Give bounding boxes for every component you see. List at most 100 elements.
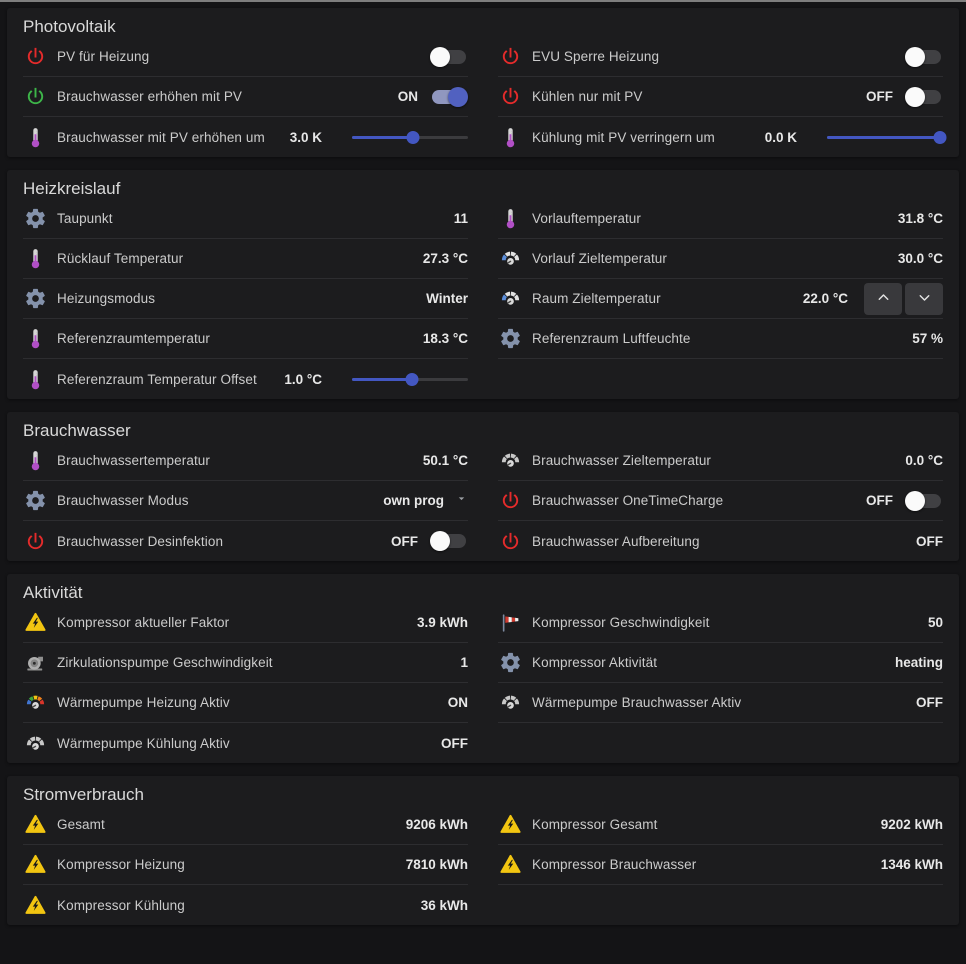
- section-title: Brauchwasser: [23, 421, 131, 440]
- toggle-state-label: OFF: [866, 493, 893, 508]
- section-body: PV für Heizung Brauchwasser erhöhen mit P…: [23, 37, 947, 157]
- row-value: OFF: [916, 533, 943, 549]
- pump-icon: [23, 651, 47, 675]
- section-column: Kompressor Geschwindigkeit 50 Kompressor A…: [498, 603, 943, 763]
- entity-row: Wärmepumpe Brauchwasser Aktiv OFF: [498, 683, 943, 723]
- row-label: Kompressor Kühlung: [57, 897, 185, 913]
- row-label: Vorlauftemperatur: [532, 211, 642, 226]
- row-label: Kompressor Brauchwasser: [532, 857, 697, 872]
- row-value: 0.0 °C: [905, 453, 943, 468]
- entity-row: PV für Heizung: [23, 37, 468, 77]
- entity-row: Referenzraum Luftfeuchte 57 %: [498, 319, 943, 359]
- row-label: Kompressor Heizung: [57, 857, 185, 872]
- toggle-switch[interactable]: [430, 531, 466, 551]
- toggle-state-label: OFF: [391, 533, 418, 549]
- row-label: Vorlauf Zieltemperatur: [532, 251, 668, 266]
- toggle-knob: [905, 490, 925, 511]
- high-voltage-warning-icon: [498, 853, 522, 877]
- slider-value: 1.0 °C: [284, 371, 322, 387]
- section-body: Gesamt 9206 kWh Kompressor Heizung 7810 kW…: [23, 805, 943, 925]
- thermometer-icon: [498, 207, 522, 231]
- toggle-knob: [905, 86, 925, 107]
- entity-row: Brauchwasser Desinfektion OFF: [23, 521, 468, 561]
- gear-icon: [23, 207, 47, 231]
- row-label: Referenzraumtemperatur: [57, 331, 211, 346]
- toggle-knob: [430, 46, 450, 67]
- row-label: Wärmepumpe Heizung Aktiv: [57, 695, 230, 710]
- slider[interactable]: [827, 129, 947, 145]
- entity-row: Vorlauf Zieltemperatur 30.0 °C: [498, 239, 943, 279]
- slider-fill: [352, 378, 413, 381]
- slider[interactable]: [352, 129, 468, 145]
- entity-row: Brauchwasser Zieltemperatur 0.0 °C: [498, 441, 943, 481]
- thermometer-icon: [23, 449, 47, 473]
- toggle-switch[interactable]: [430, 46, 466, 67]
- power-icon: [23, 85, 47, 109]
- row-label: Kompressor Aktivität: [532, 655, 658, 670]
- slider-knob[interactable]: [405, 372, 419, 386]
- entity-row: Brauchwasser erhöhen mit PV ON: [23, 77, 468, 117]
- entity-row: Heizungsmodus Winter: [23, 279, 468, 319]
- entity-row: Wärmepumpe Kühlung Aktiv OFF: [23, 723, 468, 763]
- section-title: Heizkreislauf: [23, 179, 121, 198]
- entity-row: Kompressor Brauchwasser 1346 kWh: [498, 845, 943, 885]
- slider[interactable]: [352, 371, 468, 387]
- entity-row: Kompressor aktueller Faktor 3.9 kWh: [23, 603, 468, 643]
- row-value: 50.1 °C: [422, 453, 468, 468]
- mode-select[interactable]: own prog: [383, 492, 468, 510]
- section-card-aktivit-t: Aktivität Kompressor aktueller Faktor 3.9…: [7, 574, 959, 763]
- entity-row: Brauchwasser Aufbereitung OFF: [498, 521, 943, 561]
- increase-button[interactable]: [864, 282, 902, 315]
- toggle-switch[interactable]: [905, 490, 941, 511]
- high-voltage-warning-icon: [498, 813, 522, 837]
- power-icon: [498, 85, 522, 109]
- section-title: Aktivität: [23, 583, 83, 602]
- empty-row: [498, 723, 943, 763]
- row-label: Brauchwasser Aufbereitung: [532, 533, 700, 549]
- empty-row: [498, 359, 943, 399]
- row-label: Kompressor aktueller Faktor: [57, 615, 230, 630]
- slider-knob[interactable]: [933, 130, 947, 144]
- slider-knob[interactable]: [406, 130, 420, 144]
- entity-row: Rücklauf Temperatur 27.3 °C: [23, 239, 468, 279]
- toggle-state-label: OFF: [866, 89, 893, 104]
- entity-row: Gesamt 9206 kWh: [23, 805, 468, 845]
- row-label: Kompressor Gesamt: [532, 817, 658, 832]
- slider-value: 3.0 K: [289, 129, 322, 145]
- row-value: 3.9 kWh: [416, 615, 468, 630]
- high-voltage-warning-icon: [23, 611, 47, 635]
- row-label: Brauchwasser Zieltemperatur: [532, 453, 712, 468]
- section-card-stromverbrauch: Stromverbrauch Gesamt 9206 kWh Kompressor…: [7, 776, 959, 925]
- toggle-switch[interactable]: [905, 46, 941, 67]
- row-label: EVU Sperre Heizung: [532, 49, 660, 64]
- select-value: own prog: [383, 493, 444, 508]
- section-body: Brauchwassertemperatur 50.1 °C Brauchwasse…: [23, 441, 943, 561]
- window-top-edge: [0, 0, 966, 2]
- thermometer-icon: [23, 125, 47, 149]
- row-value: 18.3 °C: [422, 331, 468, 346]
- gear-icon: [23, 489, 47, 513]
- row-label: Rücklauf Temperatur: [57, 251, 184, 266]
- gauge-icon: [498, 449, 522, 473]
- row-label: Brauchwassertemperatur: [57, 453, 211, 468]
- row-label: Brauchwasser erhöhen mit PV: [57, 89, 243, 104]
- section-card-brauchwasser: Brauchwasser Brauchwassertemperatur 50.1 …: [7, 412, 959, 561]
- entity-row: Referenzraum Temperatur Offset 1.0 °C: [23, 359, 468, 399]
- row-value: OFF: [441, 735, 468, 751]
- toggle-switch[interactable]: [905, 86, 941, 107]
- toggle-knob: [430, 531, 450, 551]
- row-value: 50: [927, 615, 943, 630]
- gauge-icon: [498, 247, 522, 271]
- chevron-up-icon: [875, 289, 892, 309]
- section-title: Stromverbrauch: [23, 785, 144, 804]
- entity-row: Vorlauftemperatur 31.8 °C: [498, 199, 943, 239]
- chevron-down-icon: [916, 289, 933, 309]
- row-label: Kühlen nur mit PV: [532, 89, 643, 104]
- empty-row: [498, 885, 943, 925]
- row-value: 30.0 °C: [897, 251, 943, 266]
- gauge-icon: [498, 287, 522, 311]
- toggle-switch[interactable]: [432, 86, 468, 107]
- row-value: 31.8 °C: [897, 211, 943, 226]
- entity-row: Raum Zieltemperatur 22.0 °C: [498, 279, 943, 319]
- decrease-button[interactable]: [905, 282, 943, 315]
